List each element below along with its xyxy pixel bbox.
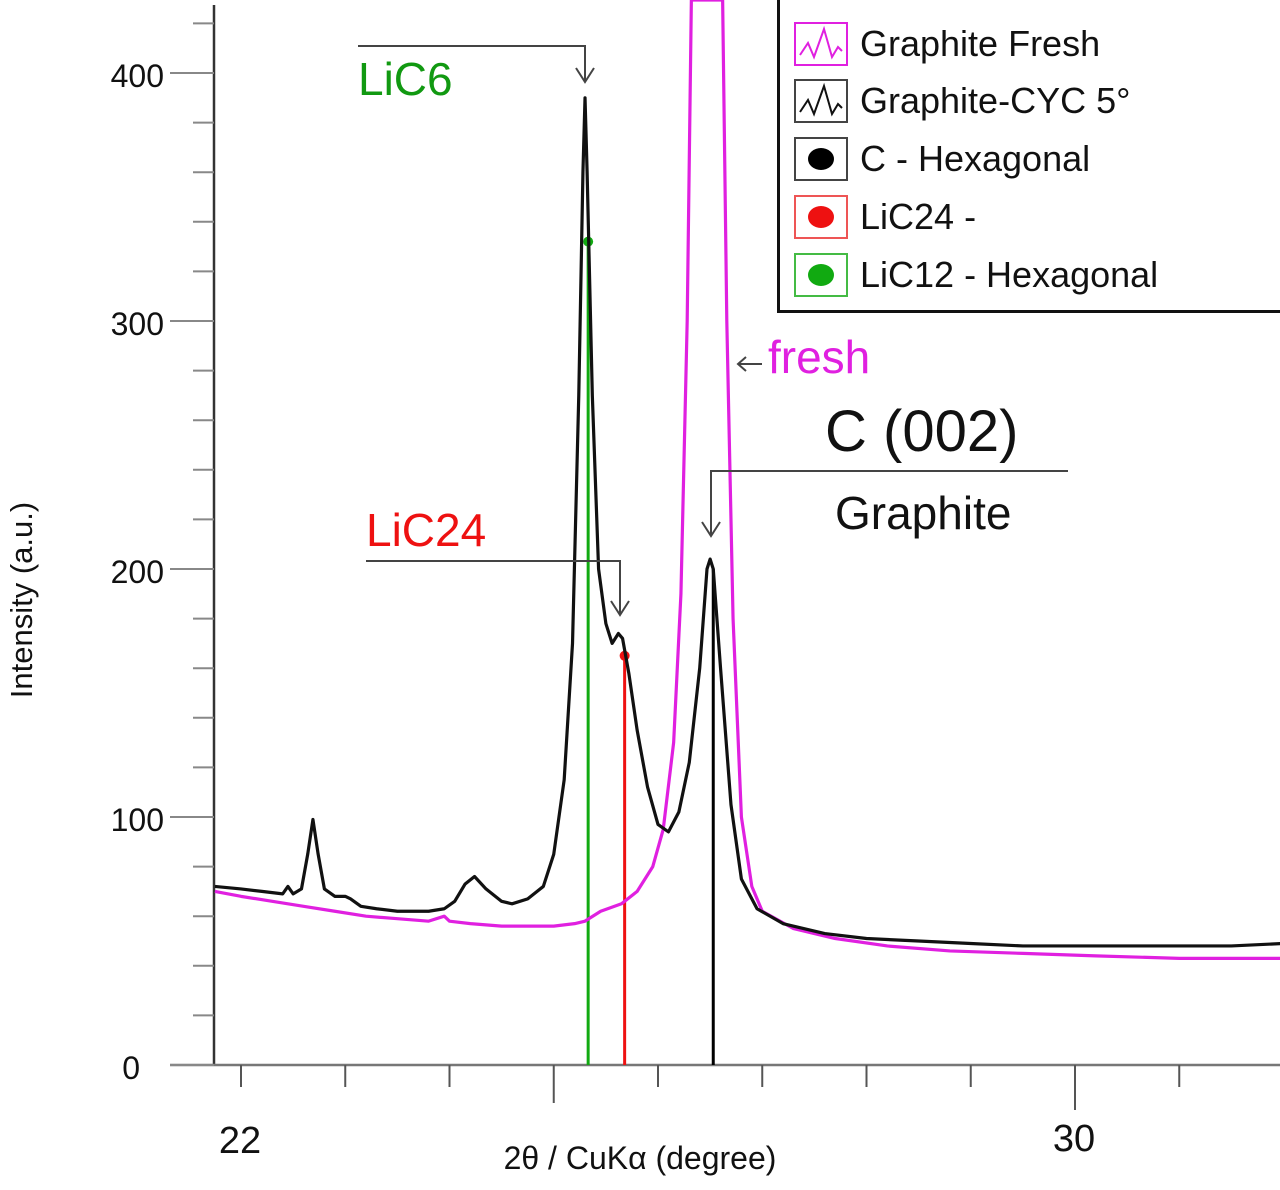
legend-item-lic24: LiC24 -: [794, 193, 976, 241]
zigzag-line-icon: [794, 22, 848, 66]
y-tick-0: 0: [122, 1050, 140, 1086]
y-tick-300: 300: [110, 306, 164, 342]
red-dot-icon: [794, 195, 848, 239]
black-dot-icon: [794, 137, 848, 181]
green-dot-icon: [794, 253, 848, 297]
fresh-annotation: fresh: [768, 331, 871, 383]
lic6-annotation: LiC6: [358, 53, 453, 105]
legend: Graphite Fresh Graphite-CYC 5° C - Hexag…: [777, 0, 1280, 313]
y-tick-200: 200: [110, 554, 164, 590]
x-tick-22: 22: [218, 1120, 262, 1162]
x-axis-label: 2θ / CuKα (degree): [503, 1140, 777, 1176]
data-series: [214, 0, 1280, 960]
legend-item-graphite-fresh: Graphite Fresh: [794, 20, 1100, 68]
zigzag-line-icon: [794, 79, 848, 123]
x-tick-30: 30: [1052, 1118, 1096, 1160]
legend-item-graphite-cyc: Graphite-CYC 5°: [794, 77, 1131, 125]
y-tick-100: 100: [110, 802, 164, 838]
reference-lines: [583, 236, 715, 1065]
legend-item-lic12: LiC12 - Hexagonal: [794, 251, 1158, 299]
y-axis-label: Intensity (a.u.): [4, 501, 39, 699]
y-tick-400: 400: [110, 58, 164, 94]
lic24-annotation: LiC24: [366, 504, 487, 556]
legend-item-c-hexagonal: C - Hexagonal: [794, 135, 1090, 183]
graphite-annotation: Graphite: [835, 487, 1012, 539]
axes: [170, 5, 1280, 1110]
c002-annotation: C (002): [825, 399, 1019, 464]
annotation-arrows: [358, 45, 1068, 617]
